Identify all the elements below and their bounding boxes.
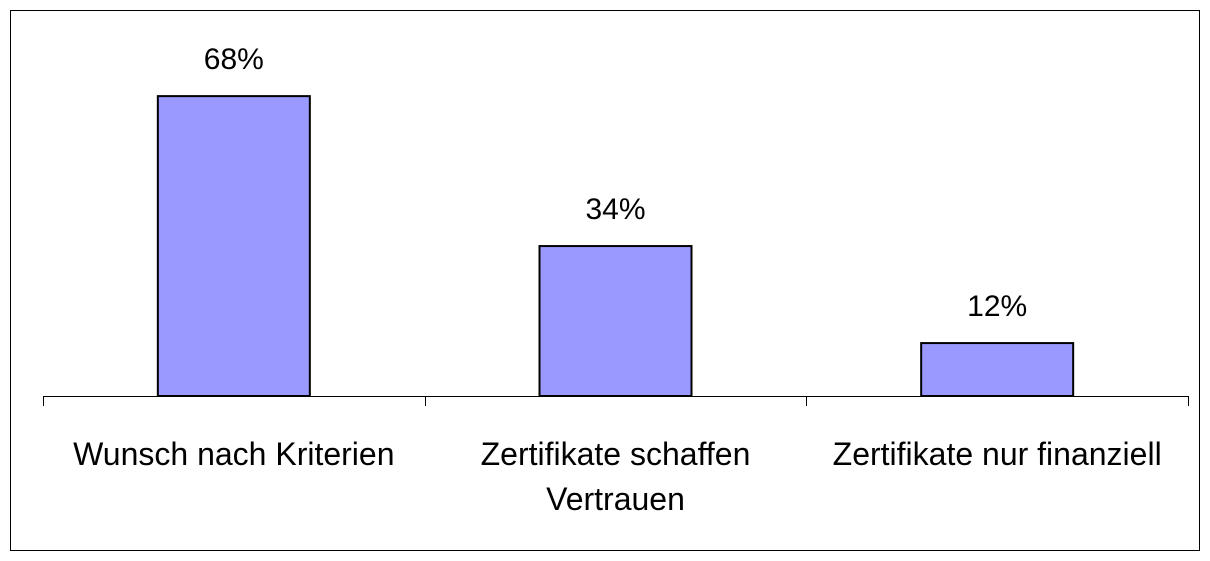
value-label: 12% (967, 290, 1027, 323)
category-label: Zertifikate nur finanziell (832, 436, 1162, 472)
value-label: 68% (204, 43, 264, 76)
value-label: 34% (585, 193, 645, 226)
frame (10, 10, 1200, 551)
bar (538, 245, 693, 397)
category-label: Zertifikate schaffen Vertrauen (480, 436, 751, 517)
bar (920, 342, 1075, 397)
category-label: Wunsch nach Kriterien (73, 436, 395, 472)
bar (156, 95, 311, 398)
